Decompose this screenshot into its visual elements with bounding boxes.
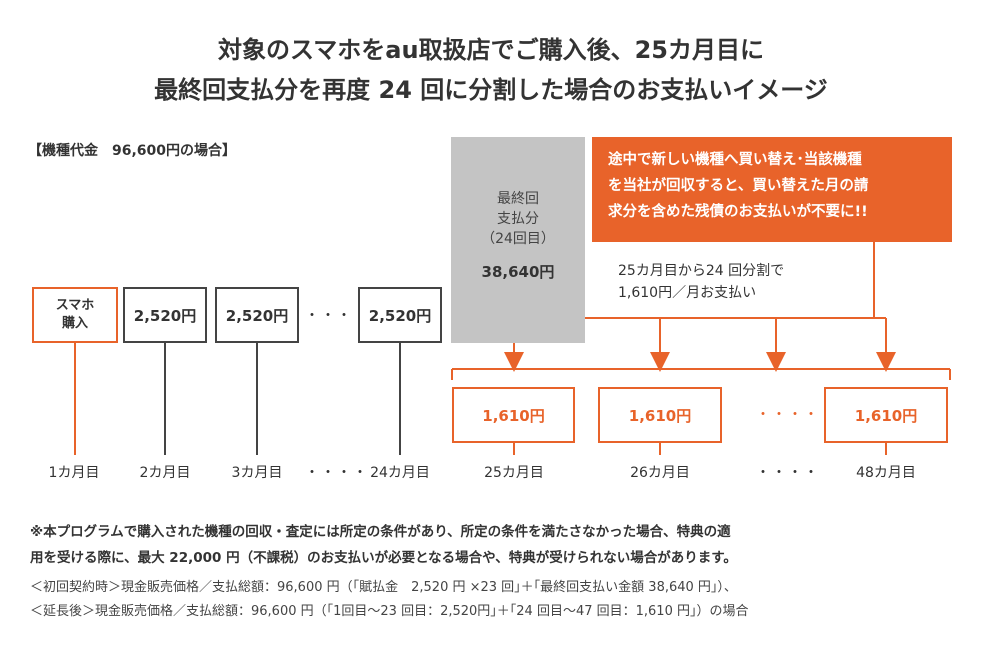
installment-tick: [885, 443, 887, 455]
callout-panel: 途中で新しい機種へ買い替え･当該機種 を当社が回収すると、買い替えた月の請 求分…: [592, 137, 952, 242]
ellipsis-months-2: ・・・・: [756, 465, 820, 481]
purchase-line-1: スマホ: [55, 298, 95, 313]
ellipsis-second: ・・・・: [756, 407, 820, 423]
split-note-line-2: 1,610円／月お支払い: [618, 285, 757, 301]
callout-line-3: 求分を含めた残債のお支払いが不要に!!: [608, 204, 868, 220]
installment-tick: [513, 443, 515, 455]
ellipsis-months: ・・・・: [305, 465, 369, 481]
month-label: 24カ月目: [370, 465, 430, 481]
installment-tick: [659, 443, 661, 455]
title-line-2: 最終回支払分を再度 24 回に分割した場合のお支払いイメージ: [154, 76, 828, 104]
final-line-3: （24回目）: [481, 231, 555, 247]
note-line-2: 用を受ける際に、最大 22,000 円（不課税）のお支払いが必要となる場合や、特…: [30, 550, 737, 566]
ellipsis-first: ・・・・: [305, 308, 369, 324]
payment-box-month-24: 2,520円: [358, 287, 442, 343]
purchase-box: スマホ 購入: [32, 287, 118, 343]
month-label: 48カ月目: [856, 465, 916, 481]
final-line-1: 最終回: [497, 191, 539, 207]
purchase-tick: [74, 343, 76, 455]
note-line-1: ※本プログラムで購入された機種の回収・査定には所定の条件があり、所定の条件を満た…: [30, 524, 731, 540]
title-line-1: 対象のスマホをau取扱店でご購入後、25カ月目に: [218, 36, 764, 64]
payment-tick: [164, 343, 166, 455]
month-label: 25カ月目: [484, 465, 544, 481]
payment-box-month-3: 2,520円: [215, 287, 299, 343]
month-label: 3カ月目: [231, 465, 283, 481]
payment-tick: [256, 343, 258, 455]
installment-box-month-26: 1,610円: [598, 387, 722, 443]
month-label: 1カ月目: [48, 465, 100, 481]
split-note: 25カ月目から24 回分割で 1,610円／月お支払い: [618, 260, 784, 304]
callout-line-1: 途中で新しい機種へ買い替え･当該機種: [608, 152, 862, 168]
price-label: 【機種代金 96,600円の場合】: [28, 143, 237, 159]
month-label: 2カ月目: [139, 465, 191, 481]
note-line-3: ＜初回契約時＞現金販売価格／支払総額：96,600 円（｢賦払金 2,520 円…: [30, 580, 737, 595]
payment-box-month-2: 2,520円: [123, 287, 207, 343]
month-label: 26カ月目: [630, 465, 690, 481]
callout-line-2: を当社が回収すると、買い替えた月の請: [608, 178, 869, 194]
final-amount: 38,640円: [481, 263, 555, 281]
split-note-line-1: 25カ月目から24 回分割で: [618, 263, 785, 279]
installment-box-month-25: 1,610円: [452, 387, 575, 443]
note-line-4: ＜延長後＞現金販売価格／支払総額：96,600 円（｢1回目～23 回目：2,5…: [30, 604, 749, 619]
installment-box-month-48: 1,610円: [824, 387, 948, 443]
final-payment-panel: 最終回 支払分 （24回目） 38,640円: [451, 137, 585, 343]
payment-tick: [399, 343, 401, 455]
purchase-line-2: 購入: [61, 316, 88, 331]
final-line-2: 支払分: [497, 211, 539, 227]
